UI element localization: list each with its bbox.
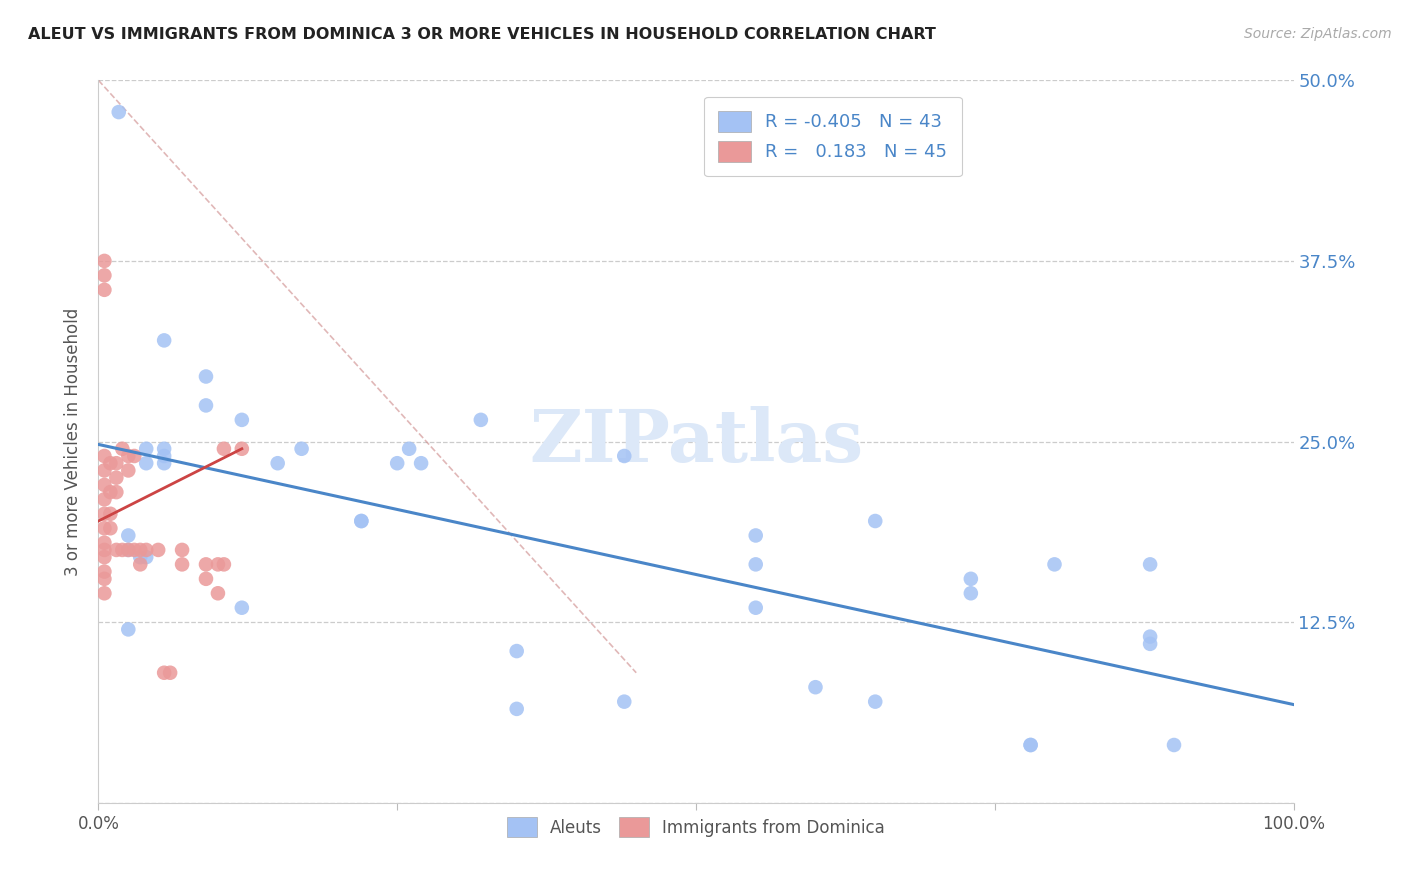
- Point: [124, 449, 146, 463]
- Point: [135, 456, 157, 470]
- Point: [98, 456, 122, 470]
- Point: [148, 542, 170, 557]
- Point: [385, 456, 409, 470]
- Point: [804, 680, 827, 694]
- Point: [153, 334, 176, 348]
- Point: [93, 521, 115, 535]
- Point: [93, 253, 115, 268]
- Point: [1139, 630, 1161, 644]
- Point: [1139, 637, 1161, 651]
- Point: [93, 565, 115, 579]
- Point: [153, 449, 176, 463]
- Point: [111, 542, 134, 557]
- Point: [865, 514, 887, 528]
- Point: [117, 463, 139, 477]
- Point: [470, 413, 492, 427]
- Point: [98, 507, 122, 521]
- Point: [93, 507, 115, 521]
- Point: [506, 644, 529, 658]
- Point: [129, 542, 152, 557]
- Point: [117, 542, 139, 557]
- Point: [212, 442, 235, 456]
- Point: [207, 586, 229, 600]
- Point: [93, 268, 115, 283]
- Point: [1019, 738, 1042, 752]
- Point: [231, 600, 253, 615]
- Point: [129, 550, 152, 565]
- Point: [93, 492, 115, 507]
- Point: [745, 600, 768, 615]
- Point: [195, 398, 218, 412]
- Point: [212, 558, 235, 572]
- Point: [93, 550, 115, 565]
- Point: [172, 558, 194, 572]
- Point: [267, 456, 290, 470]
- Point: [93, 463, 115, 477]
- Point: [231, 413, 253, 427]
- Point: [93, 449, 115, 463]
- Point: [207, 558, 229, 572]
- Point: [159, 665, 181, 680]
- Point: [105, 542, 128, 557]
- Point: [105, 456, 128, 470]
- Point: [98, 485, 122, 500]
- Point: [1019, 738, 1042, 752]
- Point: [135, 442, 157, 456]
- Point: [135, 550, 157, 565]
- Point: [93, 542, 115, 557]
- Point: [172, 542, 194, 557]
- Point: [195, 369, 218, 384]
- Point: [93, 586, 115, 600]
- Point: [613, 695, 636, 709]
- Point: [350, 514, 373, 528]
- Point: [1163, 738, 1185, 752]
- Point: [195, 558, 218, 572]
- Point: [350, 514, 373, 528]
- Point: [117, 542, 139, 557]
- Point: [195, 572, 218, 586]
- Point: [231, 442, 253, 456]
- Text: Source: ZipAtlas.com: Source: ZipAtlas.com: [1244, 27, 1392, 41]
- Point: [411, 456, 433, 470]
- Point: [124, 542, 146, 557]
- Point: [506, 702, 529, 716]
- Legend: Aleuts, Immigrants from Dominica: Aleuts, Immigrants from Dominica: [499, 809, 893, 845]
- Point: [613, 449, 636, 463]
- Point: [865, 695, 887, 709]
- Point: [111, 442, 134, 456]
- Point: [1043, 558, 1066, 572]
- Point: [93, 283, 115, 297]
- Point: [93, 572, 115, 586]
- Point: [117, 449, 139, 463]
- Point: [291, 442, 314, 456]
- Point: [93, 535, 115, 549]
- Text: ALEUT VS IMMIGRANTS FROM DOMINICA 3 OR MORE VEHICLES IN HOUSEHOLD CORRELATION CH: ALEUT VS IMMIGRANTS FROM DOMINICA 3 OR M…: [28, 27, 936, 42]
- Point: [135, 542, 157, 557]
- Point: [1139, 558, 1161, 572]
- Point: [398, 442, 420, 456]
- Point: [960, 572, 983, 586]
- Point: [129, 558, 152, 572]
- Point: [117, 528, 139, 542]
- Point: [117, 623, 139, 637]
- Point: [960, 586, 983, 600]
- Point: [93, 478, 115, 492]
- Y-axis label: 3 or more Vehicles in Household: 3 or more Vehicles in Household: [65, 308, 83, 575]
- Point: [153, 665, 176, 680]
- Point: [98, 521, 122, 535]
- Point: [745, 558, 768, 572]
- Point: [153, 456, 176, 470]
- Point: [105, 485, 128, 500]
- Text: ZIPatlas: ZIPatlas: [529, 406, 863, 477]
- Point: [107, 105, 129, 120]
- Point: [745, 528, 768, 542]
- Point: [153, 442, 176, 456]
- Point: [105, 470, 128, 484]
